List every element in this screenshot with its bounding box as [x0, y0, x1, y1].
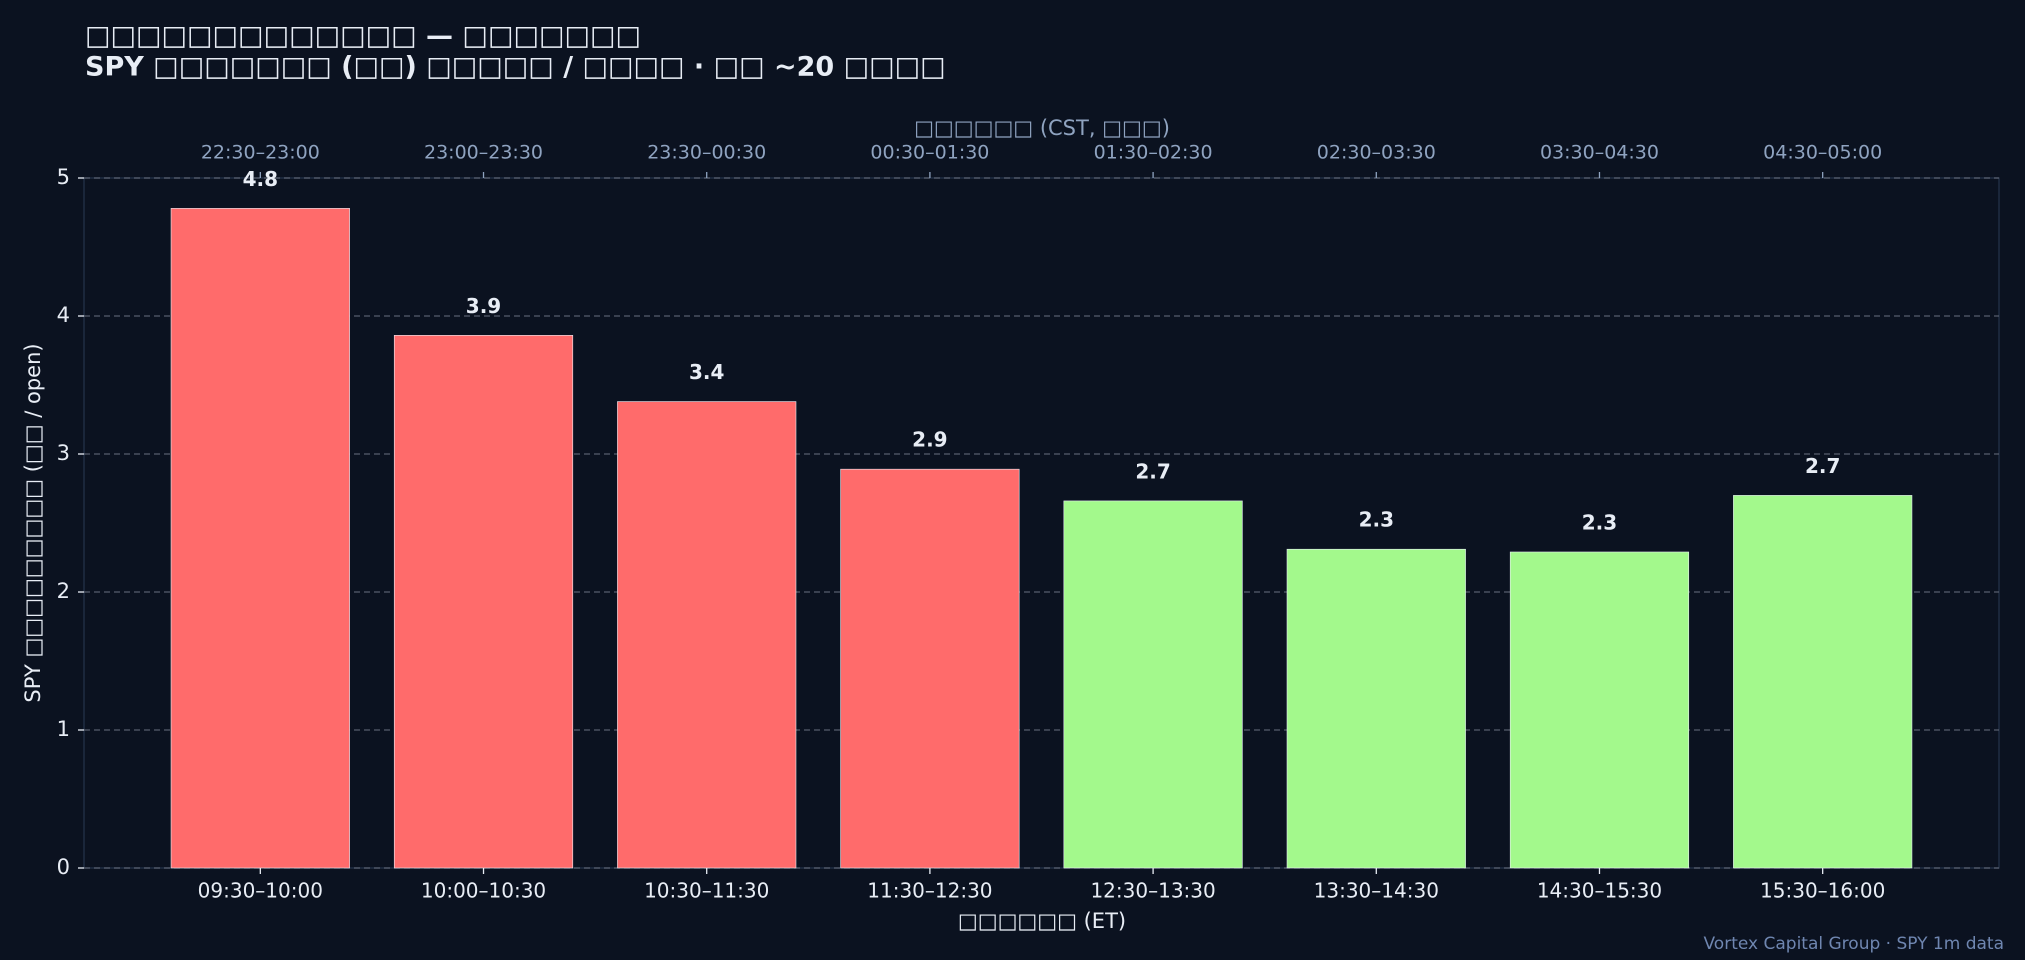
top-axis-label: □□□□□□ (CST, □□□)	[914, 116, 1170, 140]
x-tick-label: 10:00–10:30	[421, 879, 546, 903]
bar	[393, 335, 574, 869]
y-tick-label: 3	[57, 441, 70, 465]
top-tick-label: 00:30–01:30	[870, 142, 989, 164]
chart-title: □□□□□□□□□□□□□ — □□□□□□□	[85, 21, 641, 52]
top-tick-label: 23:00–23:30	[424, 142, 543, 164]
y-tick-label: 4	[57, 303, 70, 327]
top-tick-label: 01:30–02:30	[1094, 142, 1213, 164]
value-label: 2.7	[1135, 459, 1170, 483]
y-axis-label: SPY □□□□□□□□□ (□□ / open)	[21, 343, 45, 702]
x-tick-label: 09:30–10:00	[198, 879, 323, 903]
plot-frame	[83, 177, 2000, 869]
x-tick-label: 15:30–16:00	[1760, 879, 1885, 903]
footnote: Vortex Capital Group · SPY 1m data	[1704, 934, 2005, 954]
top-tick-label: 02:30–03:30	[1317, 142, 1436, 164]
x-axis-label: □□□□□□ (ET)	[958, 909, 1126, 933]
y-tick-label: 0	[57, 855, 70, 879]
chart-subtitle: SPY □□□□□□□ (□□) □□□□□ / □□□□ · □□ ~20 □…	[85, 52, 946, 83]
value-label: 2.9	[912, 428, 947, 452]
x-tick-label: 11:30–12:30	[867, 879, 992, 903]
x-tick-label: 14:30–15:30	[1537, 879, 1662, 903]
bar	[617, 401, 797, 869]
bar	[1509, 551, 1690, 869]
value-label: 4.8	[243, 167, 278, 191]
value-label: 2.7	[1805, 454, 1840, 478]
bar	[840, 468, 1020, 869]
value-label: 2.3	[1582, 510, 1617, 534]
bar	[1063, 500, 1243, 869]
top-tick-label: 22:30–23:00	[201, 142, 320, 164]
x-tick-label: 12:30–13:30	[1090, 879, 1215, 903]
bar	[1733, 495, 1913, 869]
y-tick-label: 2	[57, 579, 70, 603]
y-tick-label: 5	[57, 165, 70, 189]
value-label: 3.9	[466, 294, 501, 318]
bar	[170, 208, 350, 869]
x-tick-label: 13:30–14:30	[1314, 879, 1439, 903]
value-label: 3.4	[689, 360, 724, 384]
top-tick-label: 23:30–00:30	[647, 142, 766, 164]
x-tick-label: 10:30–11:30	[644, 879, 769, 903]
bar	[1286, 548, 1466, 869]
value-label: 2.3	[1359, 508, 1394, 532]
top-tick-label: 04:30–05:00	[1763, 142, 1882, 164]
y-tick-label: 1	[57, 717, 70, 741]
top-tick-label: 03:30–04:30	[1540, 142, 1659, 164]
